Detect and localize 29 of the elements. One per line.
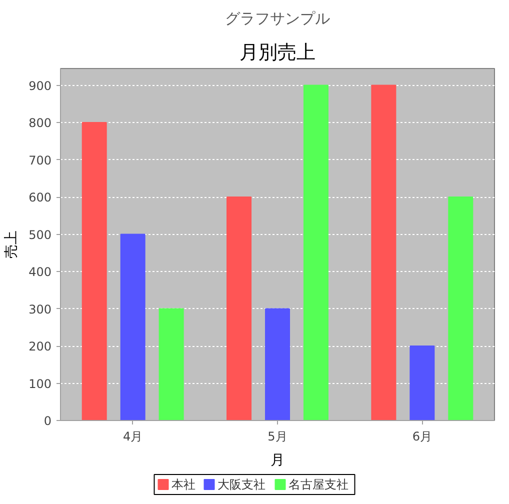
y-tick-label: 300	[28, 302, 52, 316]
y-tick-label: 900	[28, 78, 52, 93]
text: グラフサンプル	[225, 10, 330, 28]
bar	[303, 84, 328, 420]
bar	[120, 234, 146, 420]
bar	[158, 308, 184, 420]
x-tick-label: 6月	[412, 430, 432, 444]
y-tick-label: 600	[28, 190, 52, 205]
bar	[410, 346, 435, 420]
y-tick-label: 500	[28, 228, 52, 242]
legend-label: 大阪支社	[217, 478, 266, 492]
bar	[82, 122, 107, 420]
y-tick-label: 700	[28, 153, 52, 168]
x-tick-label: 5月	[268, 430, 288, 444]
y-axis-title: 売上	[4, 230, 20, 258]
bar	[264, 308, 290, 420]
x-axis-title: 月	[270, 452, 284, 468]
y-tick-label: 400	[28, 265, 52, 280]
y-tick-label: 800	[28, 116, 52, 130]
y-tick-label: 0	[44, 414, 52, 428]
legend-label: 名古屋支社	[288, 478, 348, 492]
y-tick-label: 200	[28, 340, 52, 354]
x-tick-label: 4月	[123, 430, 143, 444]
bar	[448, 196, 474, 420]
y-tick-label: 100	[28, 376, 52, 391]
legend-label: 本社	[171, 478, 196, 492]
chart-title: 月別売上	[240, 42, 316, 64]
bar	[371, 84, 396, 420]
bar	[226, 196, 252, 420]
